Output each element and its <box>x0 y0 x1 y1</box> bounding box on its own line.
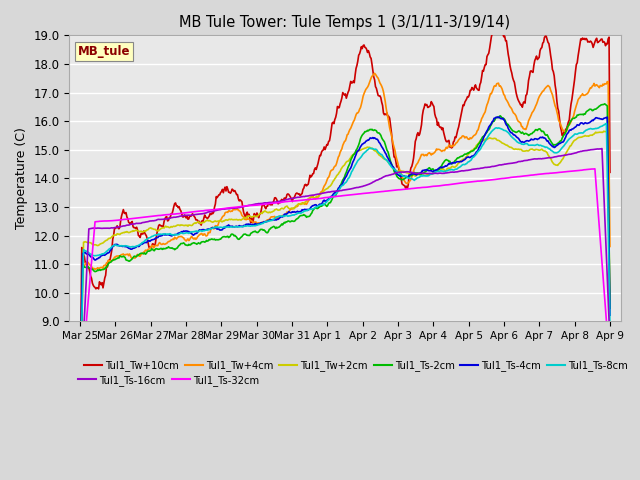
Title: MB Tule Tower: Tule Temps 1 (3/1/11-3/19/14): MB Tule Tower: Tule Temps 1 (3/1/11-3/19… <box>179 15 511 30</box>
Text: MB_tule: MB_tule <box>77 45 130 59</box>
Legend: Tul1_Ts-16cm, Tul1_Ts-32cm: Tul1_Ts-16cm, Tul1_Ts-32cm <box>74 371 263 390</box>
Y-axis label: Temperature (C): Temperature (C) <box>15 127 28 229</box>
